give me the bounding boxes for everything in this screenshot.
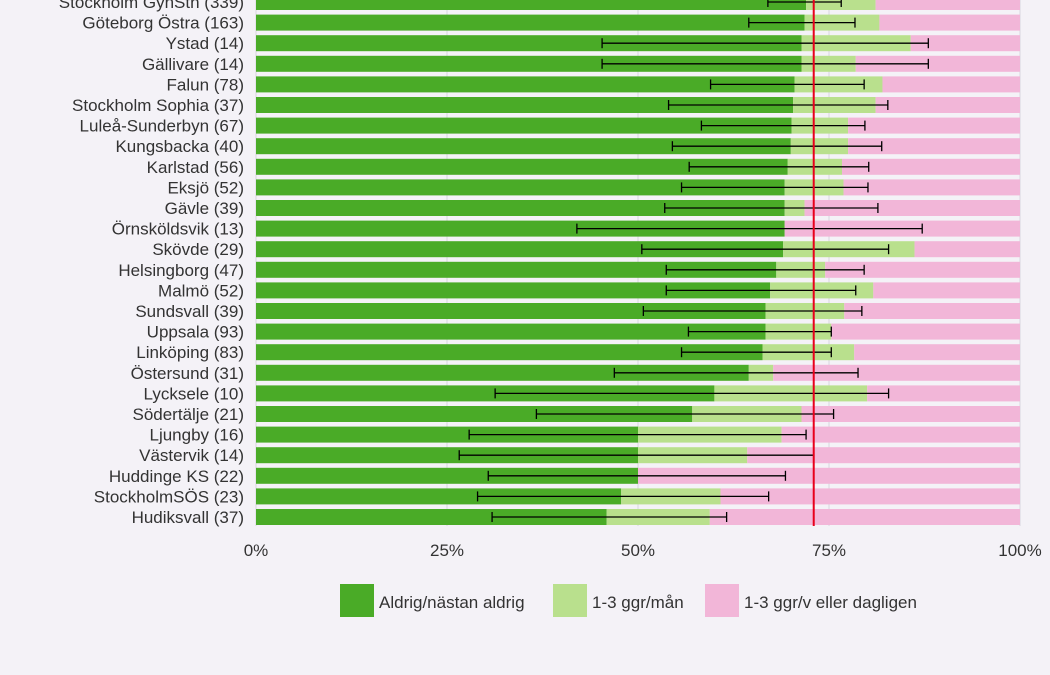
bar-segment <box>831 323 1020 340</box>
category-label: Falun (78) <box>167 75 244 94</box>
bar-segment <box>638 467 1020 484</box>
category-label: Stockholm GynSth (339) <box>59 0 244 12</box>
x-tick-label: 100% <box>998 541 1041 560</box>
bar-segment <box>256 179 785 196</box>
bar-segment <box>256 138 791 155</box>
bar-segment <box>256 35 802 52</box>
category-label: StockholmSÖS (23) <box>94 487 244 506</box>
bar-segment <box>256 76 795 93</box>
bar-segment <box>256 323 766 340</box>
bar-segment <box>256 14 805 31</box>
category-label: Gävle (39) <box>165 199 244 218</box>
category-label: Eksjö (52) <box>167 178 244 197</box>
bar-segment <box>747 447 1020 464</box>
category-label: Lycksele (10) <box>144 384 244 403</box>
bar-segment <box>855 55 1020 72</box>
bar-segment <box>875 0 1020 10</box>
bar-segment <box>854 344 1020 361</box>
category-label: Malmö (52) <box>158 281 244 300</box>
category-label: Huddinge KS (22) <box>109 467 244 486</box>
category-label: Sundsvall (39) <box>135 302 244 321</box>
bar-segment <box>256 220 785 237</box>
bar-segment <box>879 14 1020 31</box>
bar-segment <box>848 117 1020 134</box>
bar-segment <box>781 426 1020 443</box>
bar-segment <box>256 0 807 10</box>
bar-segment <box>882 76 1020 93</box>
legend-swatch <box>340 584 374 617</box>
category-label: Östersund (31) <box>131 364 244 383</box>
bar-segment <box>873 282 1020 299</box>
bar-segment <box>256 344 763 361</box>
category-label: Luleå-Sunderbyn (67) <box>80 117 244 136</box>
legend-swatch <box>705 584 739 617</box>
x-tick-label: 75% <box>812 541 846 560</box>
category-label: Helsingborg (47) <box>118 261 244 280</box>
legend-label: Aldrig/nästan aldrig <box>379 593 525 612</box>
bar-segment <box>256 488 622 505</box>
category-label: Västervik (14) <box>139 446 244 465</box>
bar-segment <box>256 426 638 443</box>
category-label: Linköping (83) <box>136 343 244 362</box>
bar-segment <box>875 97 1020 113</box>
bar-segment <box>914 241 1020 258</box>
bar-segment <box>256 406 693 422</box>
category-label: Uppsala (93) <box>147 323 244 342</box>
category-label: Hudiksvall (37) <box>132 508 244 527</box>
bar-segment <box>843 179 1020 196</box>
bar-segment <box>256 447 638 464</box>
category-label: Gällivare (14) <box>142 55 244 74</box>
bar-segment <box>867 385 1020 402</box>
bar-segment <box>256 282 771 299</box>
category-label: Stockholm Sophia (37) <box>72 96 244 115</box>
category-label: Karlstad (56) <box>147 158 244 177</box>
error-bars <box>458 0 929 522</box>
bar-segment <box>709 509 1020 525</box>
bar-segment <box>256 200 785 216</box>
bar-segment <box>256 467 638 484</box>
bar-segment <box>256 364 749 381</box>
category-label: Skövde (29) <box>152 240 244 259</box>
category-label: Södertälje (21) <box>132 405 244 424</box>
category-label: Ljungby (16) <box>149 426 244 445</box>
legend-label: 1-3 ggr/mån <box>592 593 684 612</box>
bar-segment <box>773 364 1020 381</box>
bar-segment <box>825 261 1020 278</box>
bar-segment <box>256 97 794 113</box>
bar-segment <box>256 117 792 134</box>
bar-segment <box>848 138 1020 155</box>
bar-segment <box>256 55 802 72</box>
category-label: Ystad (14) <box>166 34 244 53</box>
category-label: Örnsköldsvik (13) <box>112 220 244 239</box>
legend-label: 1-3 ggr/v eller dagligen <box>744 593 917 612</box>
bar-segment <box>844 303 1020 319</box>
bar-segment <box>256 509 607 525</box>
bar-segment <box>801 406 1020 422</box>
bar-segment <box>256 158 788 175</box>
x-tick-label: 25% <box>430 541 464 560</box>
bar-segment <box>256 385 715 402</box>
x-tick-label: 50% <box>621 541 655 560</box>
bar-segment <box>910 35 1020 52</box>
bar-segment <box>720 488 1020 505</box>
legend-swatch <box>553 584 587 617</box>
bar-segment <box>256 241 784 258</box>
category-labels: Stockholm GynSth (339) Göteborg Östra (16… <box>59 0 244 527</box>
x-axis-ticks: 0% 25% 50% 75% 100% <box>244 541 1042 560</box>
bar-segment <box>841 158 1020 175</box>
category-label: Göteborg Östra (163) <box>82 14 244 33</box>
bar-segment <box>804 200 1020 216</box>
x-tick-label: 0% <box>244 541 269 560</box>
bar-segment <box>256 261 777 278</box>
category-label: Kungsbacka (40) <box>115 137 244 156</box>
bar-segment <box>256 303 766 319</box>
legend: Aldrig/nästan aldrig 1-3 ggr/mån 1-3 ggr/v… <box>340 584 917 617</box>
